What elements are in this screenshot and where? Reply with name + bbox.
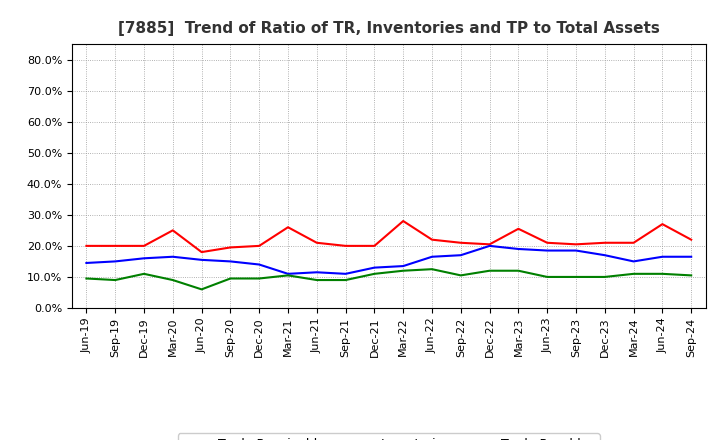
Trade Receivables	[370, 243, 379, 249]
Inventories	[485, 243, 494, 249]
Inventories	[284, 271, 292, 276]
Inventories	[82, 260, 91, 266]
Inventories	[658, 254, 667, 260]
Trade Receivables	[600, 240, 609, 246]
Inventories	[514, 246, 523, 252]
Trade Receivables	[514, 226, 523, 231]
Trade Receivables	[82, 243, 91, 249]
Inventories	[140, 256, 148, 261]
Trade Payables	[111, 277, 120, 282]
Trade Payables	[82, 276, 91, 281]
Trade Receivables	[284, 224, 292, 230]
Line: Trade Receivables: Trade Receivables	[86, 221, 691, 252]
Inventories	[341, 271, 350, 276]
Trade Receivables	[312, 240, 321, 246]
Trade Payables	[428, 267, 436, 272]
Inventories	[572, 248, 580, 253]
Trade Receivables	[111, 243, 120, 249]
Trade Payables	[226, 276, 235, 281]
Inventories	[226, 259, 235, 264]
Trade Payables	[572, 274, 580, 279]
Inventories	[255, 262, 264, 267]
Trade Receivables	[629, 240, 638, 246]
Inventories	[111, 259, 120, 264]
Trade Receivables	[255, 243, 264, 249]
Trade Receivables	[658, 221, 667, 227]
Trade Receivables	[428, 237, 436, 242]
Inventories	[543, 248, 552, 253]
Trade Payables	[600, 274, 609, 279]
Trade Payables	[485, 268, 494, 273]
Inventories	[370, 265, 379, 270]
Trade Receivables	[572, 242, 580, 247]
Trade Payables	[543, 274, 552, 279]
Trade Payables	[370, 271, 379, 276]
Inventories	[399, 264, 408, 269]
Trade Receivables	[140, 243, 148, 249]
Trade Payables	[284, 273, 292, 278]
Inventories	[197, 257, 206, 263]
Legend: Trade Receivables, Inventories, Trade Payables: Trade Receivables, Inventories, Trade Pa…	[178, 433, 600, 440]
Inventories	[312, 270, 321, 275]
Line: Trade Payables: Trade Payables	[86, 269, 691, 290]
Trade Payables	[399, 268, 408, 273]
Trade Receivables	[197, 249, 206, 255]
Trade Receivables	[226, 245, 235, 250]
Trade Receivables	[485, 242, 494, 247]
Trade Payables	[341, 277, 350, 282]
Trade Payables	[687, 273, 696, 278]
Trade Receivables	[341, 243, 350, 249]
Trade Payables	[514, 268, 523, 273]
Trade Payables	[140, 271, 148, 276]
Inventories	[456, 253, 465, 258]
Trade Payables	[168, 277, 177, 282]
Trade Receivables	[687, 237, 696, 242]
Trade Payables	[255, 276, 264, 281]
Inventories	[600, 253, 609, 258]
Trade Receivables	[543, 240, 552, 246]
Trade Receivables	[168, 228, 177, 233]
Inventories	[168, 254, 177, 260]
Trade Payables	[197, 287, 206, 292]
Trade Receivables	[399, 218, 408, 224]
Trade Receivables	[456, 240, 465, 246]
Trade Payables	[456, 273, 465, 278]
Trade Payables	[658, 271, 667, 276]
Inventories	[687, 254, 696, 260]
Trade Payables	[629, 271, 638, 276]
Trade Payables	[312, 277, 321, 282]
Title: [7885]  Trend of Ratio of TR, Inventories and TP to Total Assets: [7885] Trend of Ratio of TR, Inventories…	[118, 21, 660, 36]
Inventories	[428, 254, 436, 260]
Inventories	[629, 259, 638, 264]
Line: Inventories: Inventories	[86, 246, 691, 274]
